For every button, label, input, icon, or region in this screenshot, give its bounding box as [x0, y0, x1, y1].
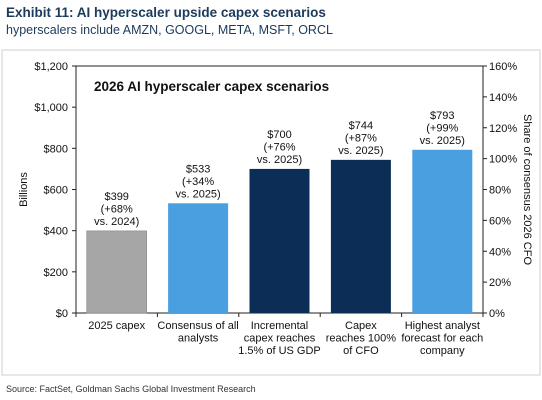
- data-label: (+76%: [263, 141, 295, 153]
- data-label: vs. 2025): [420, 135, 465, 147]
- y2-tick-label: 140%: [489, 92, 517, 104]
- y-axis-title: Billions: [18, 172, 30, 207]
- category-label: of CFO: [343, 345, 379, 357]
- category-label: Highest analyst: [405, 320, 480, 332]
- y-tick-label: $400: [44, 226, 68, 238]
- data-label: $399: [104, 191, 128, 203]
- data-label: $533: [186, 163, 210, 175]
- data-label: (+87%: [345, 132, 377, 144]
- exhibit-title: Exhibit 11: AI hyperscaler upside capex …: [6, 5, 326, 20]
- chart-title: 2026 AI hyperscaler capex scenarios: [94, 79, 329, 94]
- data-label: $700: [267, 129, 291, 141]
- category-label: Capex: [345, 320, 377, 332]
- bar-2: [168, 203, 229, 313]
- category-label: capex reaches: [244, 333, 316, 345]
- y-tick-label: $1,000: [34, 102, 68, 114]
- y2-tick-label: 120%: [489, 123, 517, 135]
- exhibit-subtitle: hyperscalers include AMZN, GOOGL, META, …: [6, 23, 333, 37]
- y-tick-label: $0: [56, 308, 68, 320]
- data-label: $744: [349, 120, 373, 132]
- category-label: analysts: [178, 333, 219, 345]
- category-label: 2025 capex: [88, 320, 145, 332]
- y2-tick-label: 40%: [489, 246, 511, 258]
- bar-4: [330, 159, 391, 313]
- data-label: $793: [430, 110, 454, 122]
- category-label: reaches 100%: [326, 333, 397, 345]
- data-label: (+99%: [426, 122, 458, 134]
- bar-1: [86, 230, 147, 314]
- y2-tick-label: 60%: [489, 215, 511, 227]
- y-tick-label: $1,200: [34, 61, 68, 73]
- category-label: Incremental: [251, 320, 308, 332]
- source-note: Source: FactSet, Goldman Sachs Global In…: [6, 384, 256, 394]
- y2-tick-label: 0%: [489, 308, 505, 320]
- data-label: vs. 2024): [94, 216, 139, 228]
- bar-3: [249, 168, 310, 313]
- y2-tick-label: 100%: [489, 154, 517, 166]
- data-label: vs. 2025): [338, 145, 383, 157]
- y-tick-label: $600: [44, 185, 68, 197]
- data-label: vs. 2025): [175, 188, 220, 200]
- data-label: vs. 2025): [257, 154, 302, 166]
- data-label: (+34%: [182, 176, 214, 188]
- chart-outer-frame: [1, 49, 541, 376]
- category-label: Consensus of all: [157, 320, 238, 332]
- y2-tick-label: 80%: [489, 185, 511, 197]
- y2-tick-label: 160%: [489, 61, 517, 73]
- y-tick-label: $200: [44, 267, 68, 279]
- bar-5: [412, 149, 473, 313]
- category-label: company: [420, 345, 465, 357]
- category-label: forecast for each: [401, 333, 483, 345]
- y2-tick-label: 20%: [489, 277, 511, 289]
- category-label: 1.5% of US GDP: [238, 345, 321, 357]
- y-tick-label: $800: [44, 143, 68, 155]
- capex-bar-chart: 2026 AI hyperscaler capex scenarios $0 $20…: [1, 49, 541, 376]
- y2-axis-title: Share of consensus 2026 CFO: [521, 114, 533, 265]
- data-label: (+68%: [101, 203, 133, 215]
